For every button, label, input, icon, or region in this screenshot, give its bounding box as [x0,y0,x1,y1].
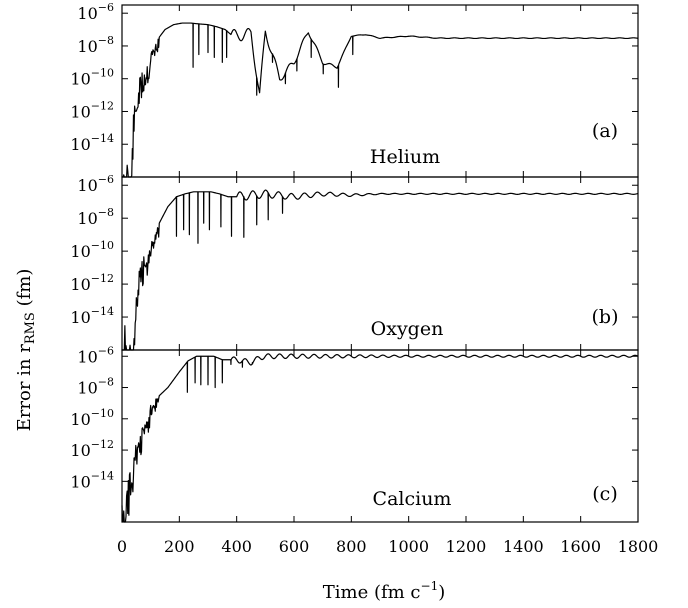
x-tick-label: 0 [117,537,127,556]
x-tick-label: 1800 [618,537,659,556]
y-tick-label: 10−8 [77,376,114,398]
y-axis-title-subscript: RMS [23,312,38,344]
y-tick-label: 10−10 [70,407,114,429]
y-tick-label: 10−14 [70,469,114,491]
error-trace-line [121,189,639,351]
x-tick-label: 1200 [446,537,487,556]
y-tick-label: 10−12 [70,99,114,121]
panel-tag: (b) [592,306,619,328]
panel-helium: 10−6 10−8 10−10 10−12 10−14 (a) Helium [70,1,639,178]
element-name-label: Helium [370,146,440,168]
y-tick-label: 10−8 [77,206,114,228]
element-name-label: Oxygen [371,318,444,340]
x-tick-label: 400 [221,537,252,556]
x-tick-label: 1600 [560,537,601,556]
x-tick-label: 800 [336,537,367,556]
x-axis-title-end: ) [438,582,445,603]
y-tick-label: 10−6 [77,173,114,195]
x-tick-label: 1000 [388,537,429,556]
panel-calcium: 0 200 400 600 800 1000 1200 1400 1600 1800 10−6 10−… [70,344,658,556]
panel-oxygen: 10−6 10−8 10−10 10−12 10−14 (b) Oxygen [70,173,639,351]
y-tick-label: 10−12 [70,438,114,460]
y-tick-label: 10−6 [77,1,114,23]
error-trace-line [121,353,639,523]
panel-tag: (a) [592,120,618,142]
y-tick-label: 10−6 [77,344,114,366]
y-tick-label: 10−14 [70,305,114,327]
panel-tag: (c) [592,483,617,505]
plot-frame [121,349,639,523]
chart-panels: 10−6 10−8 10−10 10−12 10−14 (a) Helium 10−6 10−8… [70,1,658,556]
y-tick-label: 10−12 [70,272,114,294]
x-axis-title-superscript: −1 [421,579,439,593]
x-tick-label: 1400 [503,537,544,556]
y-axis-title: Error in rRMS (fm) [14,269,38,432]
x-tick-label: 600 [279,537,310,556]
y-tick-label: 10−10 [70,67,114,89]
x-axis-title: Time (fm c−1) [323,579,446,603]
y-tick-label: 10−14 [70,132,114,154]
y-tick-label: 10−10 [70,239,114,261]
y-tick-label: 10−8 [77,34,114,56]
element-name-label: Calcium [373,488,452,510]
y-axis-title-unit: (fm) [14,269,35,313]
x-tick-label: 200 [164,537,195,556]
error-trace-line [121,22,639,178]
